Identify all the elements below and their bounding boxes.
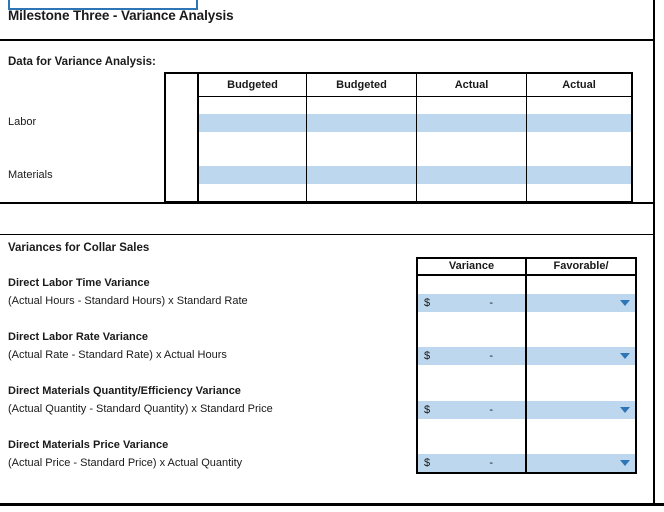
variance-amount-cell-materials-quantity[interactable]: $ - (418, 400, 527, 419)
empty-cell (307, 149, 417, 167)
empty-cell (307, 183, 417, 201)
dropdown-arrow-icon[interactable] (620, 299, 630, 306)
empty-cell (527, 436, 635, 454)
empty-cell (417, 131, 527, 149)
materials-input-cell[interactable] (199, 166, 307, 184)
favorable-select-cell-materials-price[interactable] (527, 454, 635, 472)
currency-symbol: $ (424, 457, 431, 470)
labor-input-cell[interactable] (199, 114, 307, 132)
empty-cell (418, 329, 527, 348)
amount-dash: - (489, 296, 493, 309)
column-header-actual-2: Actual (527, 74, 631, 97)
empty-cell (527, 329, 635, 347)
variance-formula-materials-price: (Actual Price - Standard Price) x Actual… (8, 457, 243, 469)
empty-cell (418, 418, 527, 437)
currency-symbol: $ (424, 403, 431, 416)
empty-cell (527, 184, 631, 201)
amount-dash: - (489, 350, 493, 363)
row-label-labor: Labor (8, 116, 37, 128)
data-section-heading: Data for Variance Analysis: (8, 56, 156, 68)
data-table-grid: Budgeted Budgeted Actual Actual (199, 74, 631, 201)
right-page-border (653, 0, 655, 506)
empty-cell (418, 436, 527, 455)
variance-amount-cell-labor-time[interactable]: $ - (418, 293, 527, 312)
variance-amount-cell-labor-rate[interactable]: $ - (418, 347, 527, 366)
data-table: Budgeted Budgeted Actual Actual (164, 72, 633, 203)
column-header-variance: Variance (418, 259, 527, 276)
empty-cell (527, 419, 635, 437)
amount-dash: - (489, 457, 493, 470)
variance-section-heading: Variances for Collar Sales (8, 242, 150, 254)
column-header-actual-1: Actual (417, 74, 527, 97)
materials-input-cell[interactable] (307, 166, 417, 184)
variance-formula-labor-time: (Actual Hours - Standard Hours) x Standa… (8, 295, 248, 307)
empty-cell (418, 382, 527, 401)
variance-name-labor-time: Direct Labor Time Variance (8, 277, 150, 289)
row-label-materials: Materials (8, 169, 53, 181)
empty-cell (527, 276, 635, 294)
variance-section-top-rule (0, 234, 655, 235)
empty-cell (307, 131, 417, 149)
empty-cell (527, 149, 631, 166)
data-table-spacer-column (166, 74, 199, 201)
amount-dash: - (489, 403, 493, 416)
empty-cell (199, 149, 307, 167)
dropdown-arrow-icon[interactable] (620, 353, 630, 360)
empty-cell (199, 97, 307, 115)
labor-input-cell[interactable] (307, 114, 417, 132)
favorable-select-cell-labor-rate[interactable] (527, 347, 635, 366)
currency-symbol: $ (424, 296, 431, 309)
mid-section-divider (0, 202, 655, 204)
variance-name-materials-quantity: Direct Materials Quantity/Efficiency Var… (8, 385, 241, 397)
column-header-budgeted-1: Budgeted (199, 74, 307, 97)
empty-cell (418, 311, 527, 330)
variance-formula-labor-rate: (Actual Rate - Standard Rate) x Actual H… (8, 349, 227, 361)
labor-input-cell[interactable] (417, 114, 527, 132)
variance-amount-cell-materials-price[interactable]: $ - (418, 454, 527, 472)
empty-cell (417, 149, 527, 167)
dropdown-arrow-icon[interactable] (620, 460, 630, 467)
variance-table: Variance Favorable/ $ - $ - $ - (416, 257, 637, 474)
currency-symbol: $ (424, 350, 431, 363)
empty-cell (199, 131, 307, 149)
labor-input-cell[interactable] (527, 114, 631, 132)
column-header-budgeted-2: Budgeted (307, 74, 417, 97)
favorable-select-cell-materials-quantity[interactable] (527, 400, 635, 419)
bottom-page-border (0, 503, 664, 506)
empty-cell (418, 276, 527, 294)
materials-input-cell[interactable] (417, 166, 527, 184)
materials-input-cell[interactable] (527, 166, 631, 184)
variance-name-materials-price: Direct Materials Price Variance (8, 439, 169, 451)
empty-cell (527, 97, 631, 114)
page-title: Milestone Three - Variance Analysis (8, 8, 234, 23)
empty-cell (307, 97, 417, 115)
empty-cell (527, 132, 631, 149)
empty-cell (417, 183, 527, 201)
variance-name-labor-rate: Direct Labor Rate Variance (8, 331, 149, 343)
empty-cell (527, 365, 635, 383)
column-header-favorable: Favorable/ (527, 259, 635, 276)
empty-cell (527, 312, 635, 330)
empty-cell (199, 183, 307, 201)
variance-formula-materials-quantity: (Actual Quantity - Standard Quantity) x … (8, 403, 273, 415)
empty-cell (417, 97, 527, 115)
favorable-select-cell-labor-time[interactable] (527, 293, 635, 312)
empty-cell (418, 365, 527, 383)
selection-box[interactable] (8, 0, 198, 10)
top-section-divider (0, 39, 655, 41)
empty-cell (527, 383, 635, 401)
dropdown-arrow-icon[interactable] (620, 406, 630, 413)
